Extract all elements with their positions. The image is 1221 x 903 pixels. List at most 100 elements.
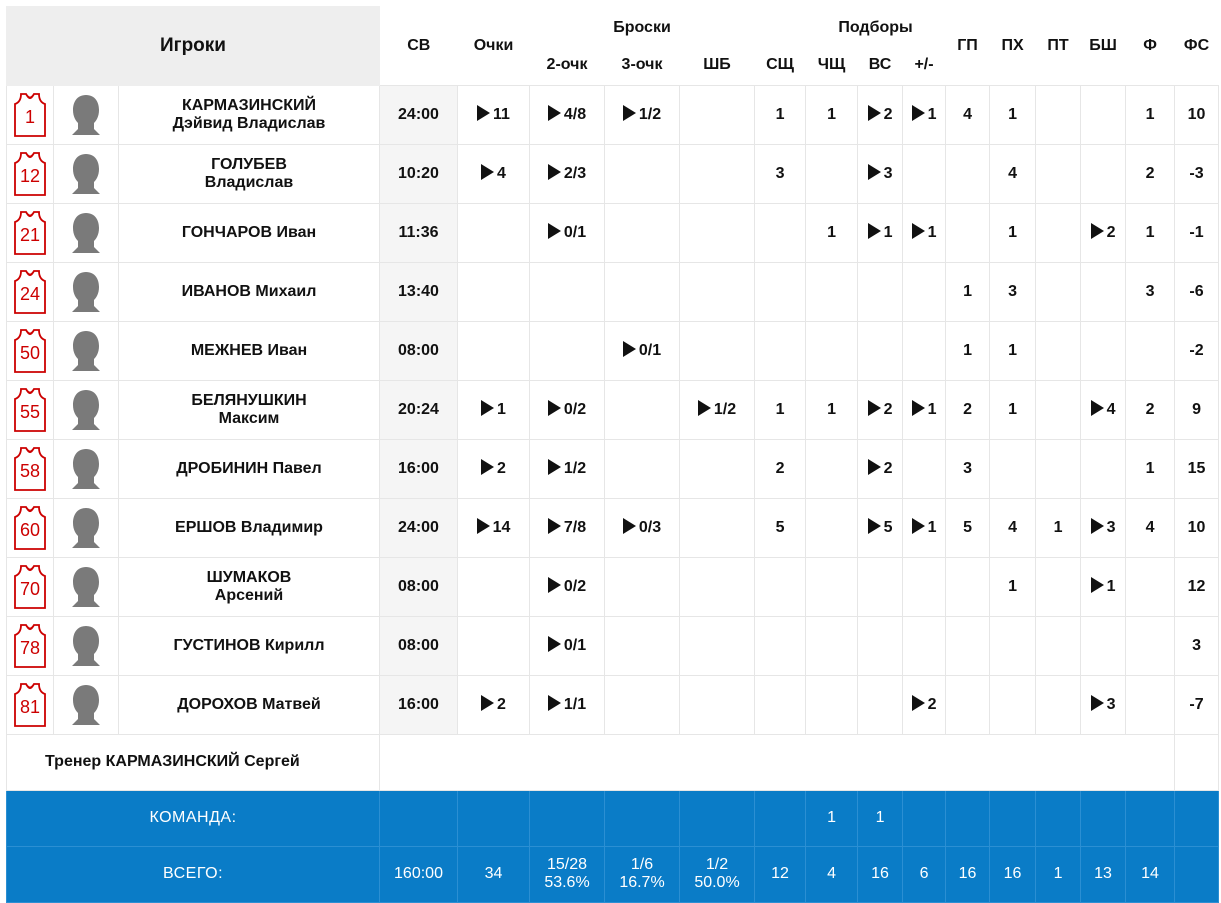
stat-treb[interactable]: 2 (857, 438, 904, 499)
jersey-icon: 50 (6, 320, 54, 381)
stat-treb[interactable]: 5 (857, 497, 904, 558)
stat-two[interactable]: 0/1 (529, 202, 605, 263)
play-triangle-icon[interactable] (477, 105, 491, 121)
stat-two[interactable]: 2/3 (529, 143, 605, 204)
player-name[interactable]: КАРМАЗИНСКИЙ Дэйвид Владислав (118, 84, 380, 145)
play-triangle-icon[interactable] (867, 164, 881, 180)
players-header: Игроки (6, 6, 380, 86)
play-triangle-icon[interactable] (547, 518, 561, 534)
player-name[interactable]: ГОЛУБЕВ Владислав (118, 143, 380, 204)
play-triangle-icon[interactable] (622, 105, 636, 121)
play-triangle-icon[interactable] (547, 695, 561, 711)
play-triangle-icon[interactable] (547, 105, 561, 121)
play-triangle-icon[interactable] (547, 577, 561, 593)
play-triangle-icon[interactable] (911, 105, 925, 121)
play-triangle-icon[interactable] (911, 695, 925, 711)
play-triangle-icon[interactable] (481, 164, 495, 180)
stat-value: 1 (883, 224, 893, 241)
play-triangle-icon[interactable] (622, 518, 636, 534)
stat-value: 2 (1106, 224, 1116, 241)
player-name[interactable]: ДОРОХОВ Матвей (118, 674, 380, 735)
play-triangle-icon[interactable] (911, 518, 925, 534)
stat-treb[interactable]: 1 (857, 202, 904, 263)
table-row[interactable]: 70 ШУМАКОВ Арсений 08:00 0/2 1 1 12 (6, 556, 1220, 617)
play-triangle-icon[interactable] (481, 459, 495, 475)
play-triangle-icon[interactable] (476, 518, 490, 534)
play-triangle-icon[interactable] (481, 400, 495, 416)
stat-pts[interactable]: 1 (457, 379, 530, 440)
table-row[interactable]: 24 ИВАНОВ Михаил 13:40 1 3 3 -6 (6, 261, 1220, 322)
stat-two[interactable]: 0/2 (529, 556, 605, 617)
play-triangle-icon[interactable] (867, 105, 881, 121)
table-row[interactable]: 58 ДРОБИНИН Павел 16:00 2 1/2 2 2 3 1 15 (6, 438, 1220, 499)
play-triangle-icon[interactable] (697, 400, 711, 416)
stat-two[interactable]: 1/1 (529, 674, 605, 735)
table-row[interactable]: 55 БЕЛЯНУШКИН Максим 20:24 1 0/2 1/2 1 1 2 1 2 1 4 2 9 (6, 379, 1220, 440)
stat-treb[interactable]: 2 (857, 84, 904, 145)
player-name[interactable]: БЕЛЯНУШКИН Максим (118, 379, 380, 440)
stat-three[interactable]: 0/1 (604, 320, 680, 381)
play-triangle-icon[interactable] (547, 400, 561, 416)
stat-three[interactable]: 1/2 (604, 84, 680, 145)
stat-two[interactable]: 7/8 (529, 497, 605, 558)
player-name[interactable]: ГОНЧАРОВ Иван (118, 202, 380, 263)
player-name[interactable]: ДРОБИНИН Павел (118, 438, 380, 499)
play-triangle-icon[interactable] (622, 341, 636, 357)
player-name[interactable]: ИВАНОВ Михаил (118, 261, 380, 322)
stat-pts[interactable]: 2 (457, 438, 530, 499)
jersey-icon: 78 (6, 615, 54, 676)
play-triangle-icon[interactable] (1090, 400, 1104, 416)
table-row[interactable]: 1 КАРМАЗИНСКИЙ Дэйвид Владислав 24:00 11 4/8 1… (6, 84, 1220, 145)
play-triangle-icon[interactable] (867, 400, 881, 416)
stat-ft[interactable]: 1/2 (678, 379, 756, 440)
stat-two[interactable]: 4/8 (529, 84, 605, 145)
stat-pts[interactable]: 11 (457, 84, 530, 145)
play-triangle-icon[interactable] (547, 459, 561, 475)
stat-treb[interactable]: 3 (857, 143, 904, 204)
stat-value: 3 (883, 165, 893, 182)
stat-pf[interactable]: 4 (1080, 379, 1127, 440)
table-row[interactable]: 60 ЕРШОВ Владимир 24:00 14 7/8 0/3 5 5 1 5 4 1 3 4 10 (6, 497, 1220, 558)
play-triangle-icon[interactable] (1090, 577, 1104, 593)
player-name[interactable]: ЕРШОВ Владимир (118, 497, 380, 558)
stat-pts[interactable]: 4 (457, 143, 530, 204)
player-name[interactable]: МЕЖНЕВ Иван (118, 320, 380, 381)
stat-two[interactable]: 0/1 (529, 615, 605, 676)
table-row[interactable]: 12 ГОЛУБЕВ Владислав 10:20 4 2/3 3 3 4 2 -3 (6, 143, 1220, 204)
stat-pf[interactable]: 3 (1080, 674, 1127, 735)
stat-ast[interactable]: 1 (902, 202, 947, 263)
stat-ast[interactable]: 2 (902, 674, 947, 735)
stat-pf[interactable]: 2 (1080, 202, 1127, 263)
player-name[interactable]: ШУМАКОВ Арсений (118, 556, 380, 617)
play-triangle-icon[interactable] (867, 459, 881, 475)
stat-three[interactable]: 0/3 (604, 497, 680, 558)
table-row[interactable]: 50 МЕЖНЕВ Иван 08:00 0/1 1 1 -2 (6, 320, 1220, 381)
stat-two[interactable]: 0/2 (529, 379, 605, 440)
play-triangle-icon[interactable] (867, 223, 881, 239)
play-triangle-icon[interactable] (481, 695, 495, 711)
play-triangle-icon[interactable] (547, 636, 561, 652)
play-triangle-icon[interactable] (911, 223, 925, 239)
stat-pts[interactable]: 2 (457, 674, 530, 735)
stat-pm: 15 (1174, 438, 1220, 499)
play-triangle-icon[interactable] (1090, 223, 1104, 239)
play-triangle-icon[interactable] (547, 164, 561, 180)
stat-ast[interactable]: 1 (902, 379, 947, 440)
stat-ast[interactable]: 1 (902, 497, 947, 558)
stat-pf[interactable]: 1 (1080, 556, 1127, 617)
table-row[interactable]: 78 ГУСТИНОВ Кирилл 08:00 0/1 3 (6, 615, 1220, 676)
stat-pts[interactable]: 14 (457, 497, 530, 558)
play-triangle-icon[interactable] (1090, 695, 1104, 711)
play-triangle-icon[interactable] (547, 223, 561, 239)
stat-pf[interactable]: 3 (1080, 497, 1127, 558)
stat-ast[interactable]: 1 (902, 84, 947, 145)
table-row[interactable]: 21 ГОНЧАРОВ Иван 11:36 0/1 1 1 1 1 2 1 -1 (6, 202, 1220, 263)
stat-two[interactable]: 1/2 (529, 438, 605, 499)
stat-treb[interactable]: 2 (857, 379, 904, 440)
player-name-line2: Арсений (214, 586, 284, 604)
player-name[interactable]: ГУСТИНОВ Кирилл (118, 615, 380, 676)
play-triangle-icon[interactable] (911, 400, 925, 416)
table-row[interactable]: 81 ДОРОХОВ Матвей 16:00 2 1/1 2 3 -7 (6, 674, 1220, 735)
play-triangle-icon[interactable] (867, 518, 881, 534)
play-triangle-icon[interactable] (1090, 518, 1104, 534)
